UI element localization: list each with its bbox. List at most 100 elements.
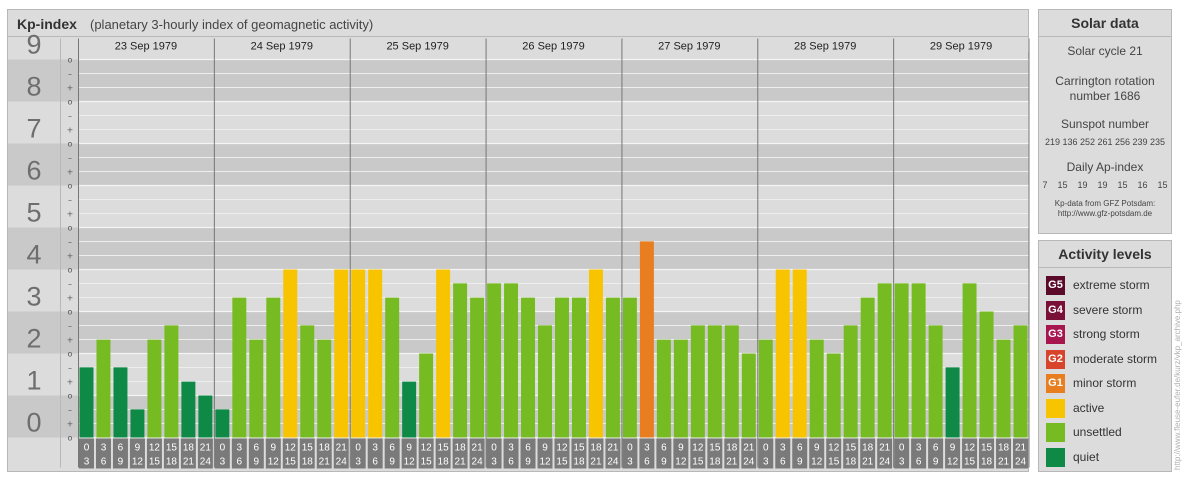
interval-start-label: 12 <box>556 443 568 454</box>
interval-box <box>741 438 757 469</box>
kp-bar <box>147 339 162 438</box>
y-subtick-label: + <box>67 168 74 177</box>
interval-box <box>129 438 145 469</box>
activity-levels-panel: Activity levels G5 extreme storm G4 severe … <box>1038 240 1172 472</box>
interval-box <box>605 438 621 469</box>
interval-box <box>792 438 808 469</box>
interval-start-label: 18 <box>862 443 874 454</box>
kp-bar <box>605 297 620 438</box>
y-tick-label: 9 <box>26 30 41 60</box>
interval-end-label: 18 <box>573 457 585 468</box>
interval-end-label: 15 <box>556 457 568 468</box>
kp-bar <box>877 283 892 438</box>
interval-box <box>503 438 519 469</box>
interval-end-label: 24 <box>336 457 348 468</box>
interval-start-label: 3 <box>101 443 107 454</box>
level-label: extreme storm <box>1073 278 1150 292</box>
interval-box <box>928 438 944 469</box>
interval-start-label: 21 <box>607 443 619 454</box>
day-label: 28 Sep 1979 <box>794 41 856 53</box>
kp-bar <box>571 297 586 438</box>
y-subtick-label: – <box>68 154 72 163</box>
kp-bar <box>1013 325 1028 438</box>
kp-bar <box>673 339 688 438</box>
kp-bar <box>996 339 1011 438</box>
y-tick-label: 4 <box>26 240 41 270</box>
level-badge: G1 <box>1046 374 1065 393</box>
y-subtick-label: o <box>68 266 73 275</box>
interval-start-label: 21 <box>743 443 755 454</box>
interval-end-label: 21 <box>726 457 738 468</box>
interval-start-label: 9 <box>542 443 548 454</box>
interval-end-label: 18 <box>302 457 314 468</box>
interval-box <box>299 438 315 469</box>
interval-start-label: 15 <box>981 443 993 454</box>
interval-end-label: 15 <box>285 457 297 468</box>
y-band-4 <box>8 227 1029 270</box>
interval-end-label: 15 <box>421 457 433 468</box>
interval-box <box>656 438 672 469</box>
kp-bar <box>266 297 281 438</box>
day-label: 23 Sep 1979 <box>115 41 177 53</box>
interval-start-label: 0 <box>491 443 497 454</box>
kp-bar <box>504 283 519 438</box>
interval-end-label: 15 <box>692 457 704 468</box>
y-subtick-label: + <box>67 252 74 261</box>
interval-start-label: 6 <box>661 443 667 454</box>
interval-end-label: 3 <box>355 457 361 468</box>
interval-box <box>673 438 689 469</box>
y-subtick-label: o <box>68 56 73 65</box>
interval-box <box>962 438 978 469</box>
level-label: minor storm <box>1073 376 1137 390</box>
kp-bar <box>96 339 111 438</box>
y-tick-label: 3 <box>26 282 41 312</box>
level-row-active: active <box>1046 398 1172 419</box>
kp-bar <box>351 269 366 438</box>
interval-end-label: 6 <box>101 457 107 468</box>
interval-end-label: 15 <box>149 457 161 468</box>
kp-bar <box>979 311 994 438</box>
y-subtick-label: o <box>68 350 73 359</box>
interval-box <box>979 438 995 469</box>
kp-bar <box>843 325 858 438</box>
interval-box <box>316 438 332 469</box>
kp-bar <box>79 367 94 438</box>
interval-end-label: 24 <box>200 457 212 468</box>
interval-start-label: 18 <box>319 443 331 454</box>
interval-start-label: 6 <box>118 443 124 454</box>
solar-data-body: Solar cycle 21 Carrington rotation numbe… <box>1039 44 1171 219</box>
interval-box <box>214 438 230 469</box>
kp-bar <box>419 353 434 438</box>
interval-start-label: 18 <box>998 443 1010 454</box>
interval-end-label: 21 <box>998 457 1010 468</box>
date-header-row <box>78 38 1029 53</box>
interval-start-label: 12 <box>285 443 297 454</box>
kp-bar <box>470 297 485 438</box>
chart-title: Kp-index <box>17 16 77 32</box>
interval-start-label: 21 <box>879 443 891 454</box>
interval-start-label: 3 <box>916 443 922 454</box>
kp-bar <box>656 339 671 438</box>
solar-data-panel: Solar data Solar cycle 21 Carrington rot… <box>1038 9 1172 234</box>
kp-bar <box>334 269 349 438</box>
kp-bar <box>639 241 654 438</box>
interval-start-label: 9 <box>950 443 956 454</box>
level-badge <box>1046 423 1065 442</box>
interval-box <box>1013 438 1028 469</box>
y-band-7 <box>8 101 1029 144</box>
interval-end-label: 21 <box>590 457 602 468</box>
y-subtick-label: + <box>67 84 74 93</box>
level-row-unsettled: unsettled <box>1046 423 1172 443</box>
interval-end-label: 9 <box>525 457 531 468</box>
interval-start-label: 12 <box>149 443 161 454</box>
y-subtick-label: + <box>67 336 74 345</box>
interval-end-label: 6 <box>508 457 514 468</box>
interval-box <box>112 438 128 469</box>
interval-box <box>860 438 876 469</box>
kp-bar <box>724 325 739 438</box>
interval-box <box>418 438 434 469</box>
y-subtick-label: – <box>68 196 72 205</box>
ap-label: Daily Ap-index <box>1066 160 1144 174</box>
y-subtick-label: + <box>67 126 74 135</box>
interval-start-label: 12 <box>692 443 704 454</box>
